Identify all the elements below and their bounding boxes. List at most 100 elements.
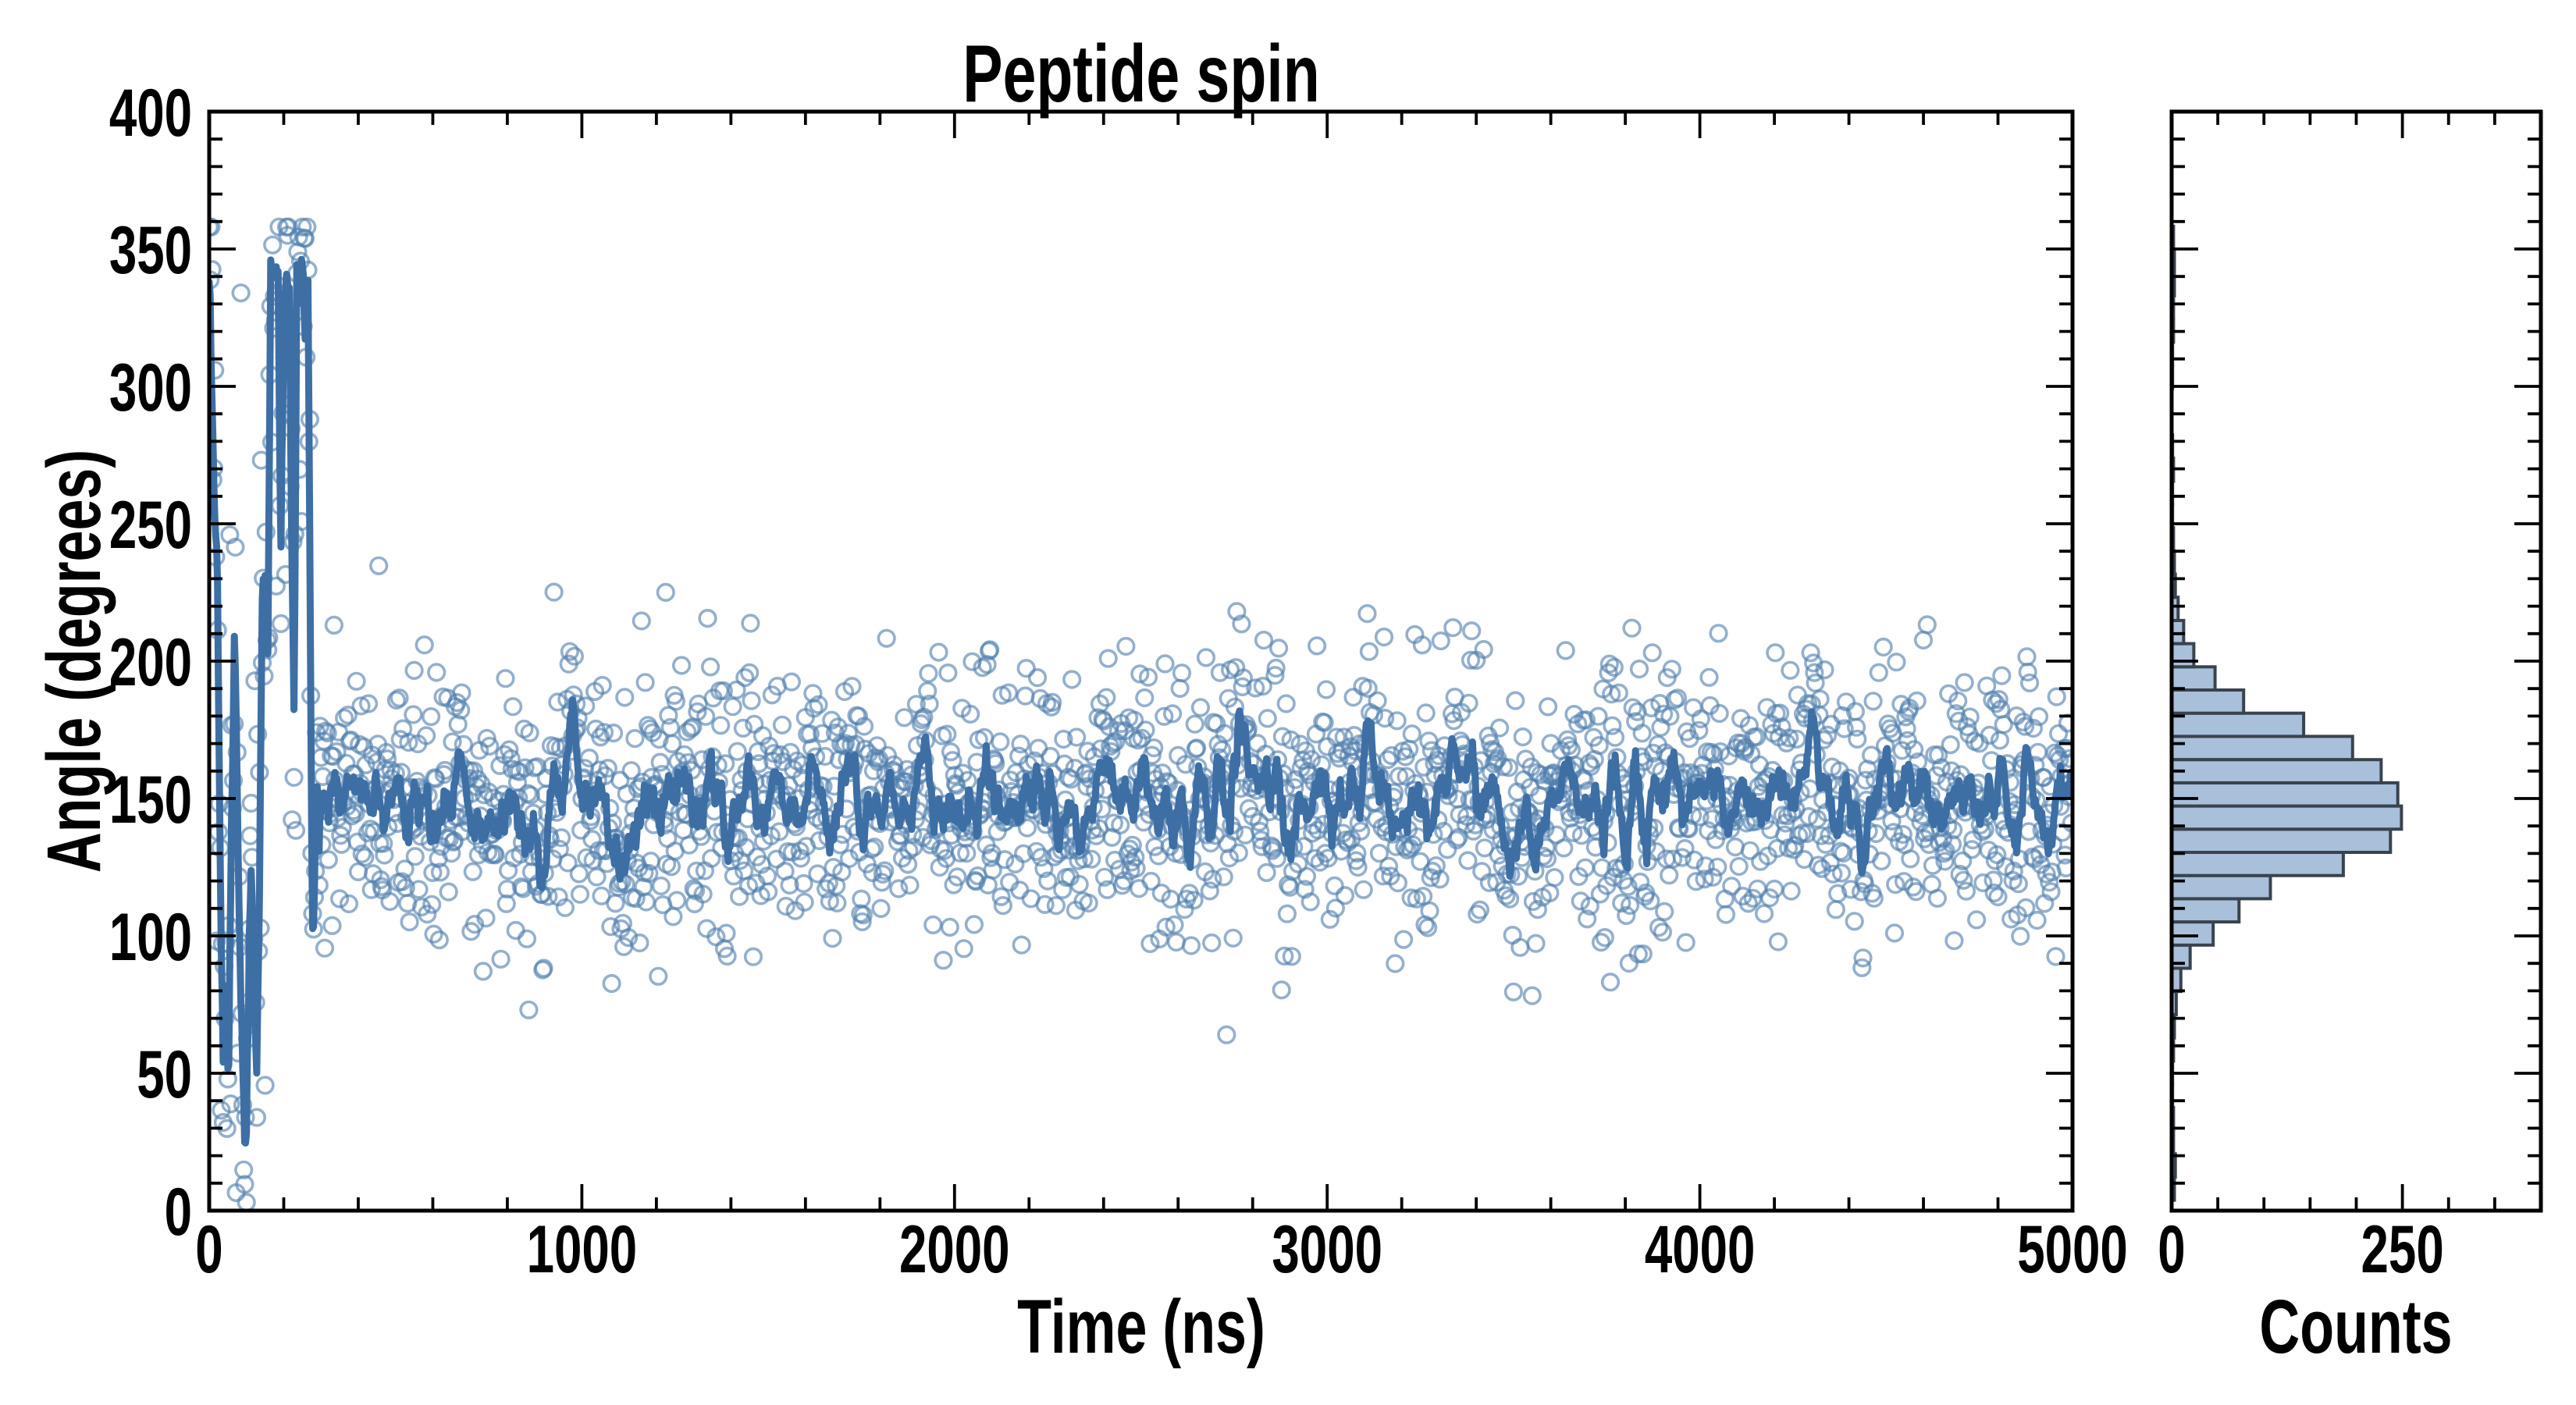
scatter-point xyxy=(1347,843,1367,863)
scatter-point xyxy=(430,863,450,882)
scatter-point xyxy=(1893,824,1912,845)
scatter-point xyxy=(1913,630,1934,650)
scatter-point xyxy=(247,1108,267,1127)
scatter-point xyxy=(1135,688,1155,708)
scatter-point xyxy=(1506,691,1525,710)
scatter-point xyxy=(1094,867,1115,887)
scatter-point xyxy=(469,741,489,760)
scatter-point xyxy=(1967,910,1987,930)
scatter-point xyxy=(1210,663,1229,682)
scatter-point xyxy=(1144,738,1164,758)
scatter-point xyxy=(480,736,500,756)
scatter-point xyxy=(1281,730,1300,750)
scatter-point xyxy=(1941,761,1961,781)
scatter-point xyxy=(1012,935,1031,955)
histogram-panel: 0 250 Counts xyxy=(2158,109,2543,1370)
scatter-point xyxy=(1389,767,1409,786)
scatter-point xyxy=(1358,678,1378,699)
scatter-point xyxy=(496,669,515,688)
scatter-point xyxy=(1856,770,1876,790)
scatter-point xyxy=(1443,617,1463,638)
scatter-point xyxy=(1254,630,1274,650)
scatter-point xyxy=(1632,724,1652,743)
scatter-point xyxy=(651,876,671,896)
scatter-point xyxy=(964,915,984,934)
scatter-point xyxy=(1754,904,1774,923)
histogram-bars xyxy=(2172,224,2403,1202)
scatter-point xyxy=(421,706,441,727)
scatter-point xyxy=(1988,887,2008,907)
scatter-point xyxy=(1184,891,1204,910)
scatter-point xyxy=(1253,676,1272,696)
scatter-point xyxy=(1316,680,1336,699)
scatter-point xyxy=(390,688,409,708)
scatter-point xyxy=(1034,859,1054,878)
scatter-point xyxy=(1016,659,1036,678)
scatter-point xyxy=(1695,870,1714,889)
scatter-point xyxy=(918,681,938,701)
scatter-point xyxy=(1489,718,1510,738)
scatter-point xyxy=(1629,659,1649,679)
scatter-point xyxy=(1510,937,1530,957)
scatter-point xyxy=(395,859,415,879)
scatter-point xyxy=(895,708,914,727)
y-tick-label-group: 100 xyxy=(109,901,192,975)
scatter-point xyxy=(376,742,396,763)
scatter-point xyxy=(283,810,302,830)
scatter-point xyxy=(618,927,639,948)
scatter-point xyxy=(656,582,675,603)
y-tick-label: 50 xyxy=(137,1038,192,1112)
scatter-point xyxy=(381,760,400,780)
scatter-point xyxy=(1975,820,1994,839)
x-tick-label: 5000 xyxy=(2017,1213,2128,1287)
scatter-point xyxy=(1227,602,1247,621)
scatter-point xyxy=(1689,720,1709,740)
scatter-point xyxy=(1013,844,1034,863)
scatter-point xyxy=(1136,720,1155,740)
scatter-point xyxy=(1267,848,1286,868)
scatter-point xyxy=(1249,813,1269,832)
scatter-point xyxy=(603,723,624,743)
scatter-point xyxy=(1229,843,1248,863)
histogram-bar xyxy=(2172,665,2217,692)
scatter-point xyxy=(1766,643,1785,663)
scatter-point xyxy=(1958,717,1977,737)
scatter-point xyxy=(2020,673,2040,693)
scatter-point xyxy=(1461,650,1481,670)
y-tick-label-group: 250 xyxy=(109,489,192,563)
scatter-point xyxy=(594,723,614,742)
counts-tick-label-group: 0 xyxy=(2158,1213,2185,1287)
histogram-bar xyxy=(2172,873,2272,901)
scatter-point xyxy=(852,912,872,932)
scatter-point xyxy=(823,928,842,948)
scatter-point xyxy=(1325,876,1344,895)
scatter-point xyxy=(1886,874,1905,895)
scatter-point xyxy=(1820,852,1840,873)
scatter-point xyxy=(1042,692,1062,712)
scatter-point xyxy=(404,660,424,681)
scatter-point xyxy=(1901,849,1920,869)
scatter-point xyxy=(929,642,948,662)
scatter-point xyxy=(758,882,778,902)
scatter-point xyxy=(558,853,578,873)
scatter-point xyxy=(1369,843,1389,863)
scatter-point xyxy=(736,838,756,857)
scatter-point xyxy=(1905,740,1924,759)
histogram-bar xyxy=(2172,920,2215,947)
scatter-point xyxy=(2016,898,2036,917)
scatter-point xyxy=(486,845,505,865)
counts-tick-label-group: 250 xyxy=(2361,1213,2444,1287)
scatter-point xyxy=(639,863,659,884)
scatter-point xyxy=(1374,627,1394,647)
scatter-point xyxy=(1609,683,1628,702)
scatter-point xyxy=(1304,815,1323,835)
scatter-point xyxy=(1187,738,1207,758)
scatter-point xyxy=(794,873,813,894)
scatter-series xyxy=(209,217,2073,1211)
scatter-point xyxy=(1944,820,1963,840)
scatter-point xyxy=(696,706,716,726)
scatter-point xyxy=(1799,806,1819,827)
scatter-point xyxy=(1944,930,1964,951)
hist-spines xyxy=(2169,109,2543,1213)
